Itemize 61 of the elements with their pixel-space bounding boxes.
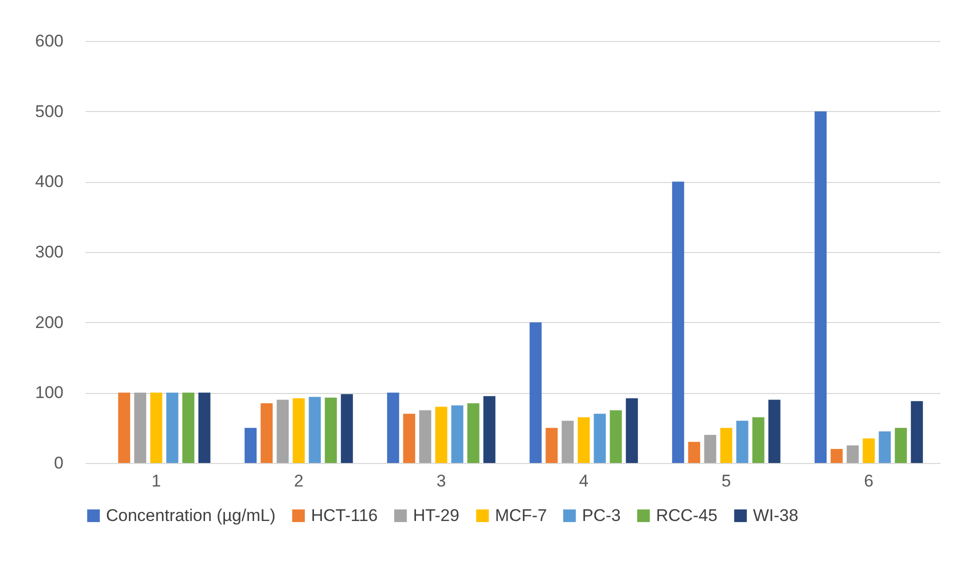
bar	[166, 392, 178, 463]
bar	[134, 392, 146, 463]
x-tick-label: 3	[436, 472, 446, 490]
bar	[768, 400, 780, 463]
bar	[672, 182, 684, 463]
bar	[546, 428, 558, 463]
bar	[292, 398, 305, 463]
bar	[594, 414, 606, 463]
bar	[419, 410, 432, 463]
x-tick-label: 4	[579, 472, 588, 490]
y-tick-label: 200	[35, 312, 64, 332]
x-tick-label: 5	[722, 472, 731, 490]
bar	[704, 434, 716, 463]
bar	[467, 403, 480, 463]
bar	[182, 392, 194, 463]
bar	[530, 322, 542, 463]
bar	[830, 448, 843, 463]
x-tick-label: 1	[152, 472, 161, 490]
x-tick-label: 2	[294, 472, 304, 490]
bar	[688, 442, 700, 463]
bar	[578, 417, 590, 463]
x-tick-label: 6	[864, 472, 874, 490]
bar	[814, 111, 827, 463]
bar	[720, 428, 732, 463]
legend-label: RCC-45	[656, 506, 718, 525]
bar	[862, 438, 875, 463]
y-tick-label: 400	[35, 172, 64, 192]
bar	[626, 398, 638, 463]
bar	[435, 406, 448, 463]
legend-label: WI-38	[753, 506, 798, 525]
y-tick-label: 300	[35, 242, 64, 262]
bar	[308, 396, 321, 463]
bar	[150, 392, 162, 463]
bar	[260, 403, 273, 463]
bar	[340, 394, 353, 463]
legend-label: Concentration (µg/mL)	[106, 506, 276, 525]
bar	[403, 414, 416, 463]
bar	[483, 396, 496, 463]
legend-label: MCF-7	[495, 506, 547, 525]
bar	[276, 400, 289, 463]
bar	[451, 405, 464, 463]
legend-label: PC-3	[582, 506, 621, 525]
bar	[878, 431, 891, 463]
bar	[324, 398, 337, 463]
bar	[752, 417, 764, 463]
y-tick-label: 500	[35, 102, 64, 121]
bar	[846, 445, 859, 463]
y-tick-label: 100	[35, 383, 64, 402]
bar	[198, 392, 210, 463]
bar	[118, 392, 130, 463]
bar	[562, 420, 574, 463]
bar	[244, 428, 257, 463]
y-tick-label: 600	[35, 32, 64, 50]
bar	[736, 420, 748, 463]
bar	[910, 401, 923, 463]
bar	[610, 410, 622, 463]
bar	[387, 392, 400, 463]
bar	[894, 428, 907, 463]
legend-label: HT-29	[413, 506, 460, 525]
y-tick-label: 0	[54, 454, 64, 472]
legend-label: HCT-116	[311, 506, 378, 525]
